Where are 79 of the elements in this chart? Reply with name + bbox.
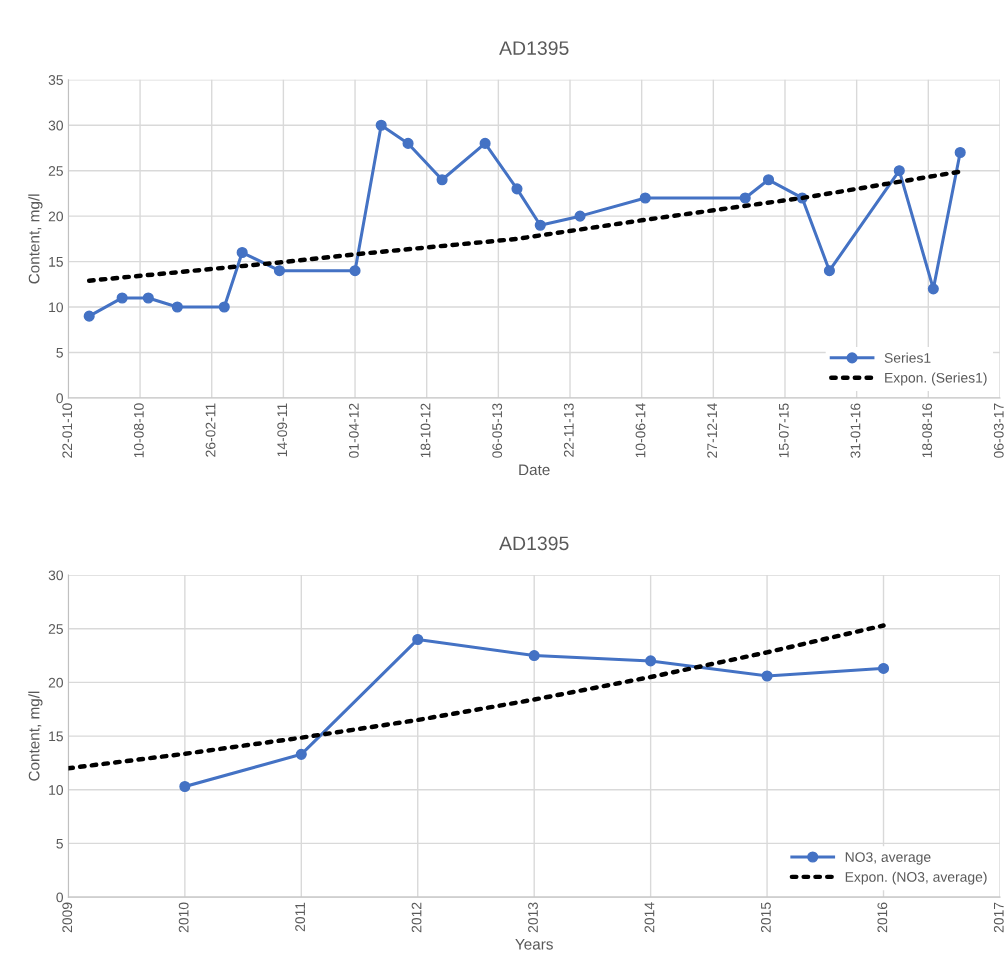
y-tick-label: 20 (48, 677, 64, 688)
y-tick-label: 30 (48, 120, 64, 131)
x-tick-label: 2009 (62, 902, 73, 933)
point (412, 633, 424, 646)
point (142, 292, 154, 304)
point (349, 265, 361, 277)
x-tick-label: 10-06-14 (635, 403, 646, 458)
x-tick-label: 2011 (295, 902, 306, 932)
point (273, 265, 285, 277)
x-tick-label: 27-12-14 (707, 403, 717, 458)
x-tick-label: 2010 (178, 902, 189, 933)
y-tick-label: 35 (48, 75, 63, 85)
point (116, 292, 128, 304)
y-tick-label: 5 (56, 838, 63, 849)
chart-title: AD1395 (499, 536, 569, 551)
x-tick-label: 22-11-13 (563, 403, 574, 457)
x-tick-label: 2013 (528, 902, 538, 933)
x-tick-label: 2012 (411, 902, 422, 933)
point (645, 655, 657, 667)
y-axis-title: Content, mg/l (28, 194, 43, 284)
y-tick-label: 5 (56, 347, 63, 358)
x-tick-label: 18-08-16 (922, 403, 933, 458)
point (83, 310, 95, 322)
y-tick-label: 15 (49, 257, 63, 267)
point (236, 246, 248, 259)
legend-label: Expon. (NO3, average) (845, 871, 987, 885)
x-tick-label: 2015 (760, 902, 771, 933)
point (762, 174, 775, 186)
point (179, 780, 191, 793)
legend-label: Expon. (Series1) (885, 372, 987, 386)
y-axis-title: Content, mg/l (28, 691, 43, 781)
point (823, 265, 835, 277)
y-tick-label: 10 (49, 302, 64, 313)
point (574, 210, 586, 222)
x-tick-label: 22-01-10 (62, 403, 73, 458)
point (534, 219, 546, 231)
point (479, 137, 491, 149)
x-tick-label: 06-03-17 (993, 403, 1004, 458)
legend-label: NO3, average (845, 852, 931, 865)
x-tick-label: 26-02-11 (205, 403, 216, 457)
point (761, 670, 773, 682)
point (171, 301, 183, 313)
x-axis-title: Years (515, 938, 553, 950)
x-tick-label: 2017 (993, 902, 1004, 933)
point (295, 748, 307, 760)
y-tick-label: 25 (48, 166, 63, 176)
x-tick-label: 14-09-11 (277, 403, 288, 457)
y-tick-label: 15 (49, 731, 63, 742)
y-tick-label: 10 (49, 785, 64, 795)
chart-title: AD1395 (499, 41, 569, 55)
point (639, 192, 651, 204)
y-tick-label: 25 (48, 624, 63, 634)
point (927, 283, 939, 295)
y-tick-label: 30 (48, 570, 64, 581)
point (739, 192, 751, 204)
x-axis-title: Date (519, 464, 550, 476)
x-tick-label: 2014 (644, 902, 655, 933)
point (436, 174, 448, 186)
y-tick-label: 0 (56, 892, 63, 903)
point (528, 650, 540, 662)
x-tick-label: 06-05-13 (492, 403, 503, 458)
point (511, 183, 523, 195)
point (375, 119, 387, 131)
x-tick-label: 31-01-16 (850, 403, 861, 458)
x-tick-label: 10-08-10 (133, 403, 144, 458)
x-tick-label: 18-10-12 (420, 403, 431, 458)
x-tick-label: 15-07-15 (778, 403, 789, 458)
y-tick-label: 0 (56, 393, 63, 404)
point (218, 301, 230, 313)
x-tick-label: 01-04-12 (348, 403, 359, 458)
point (893, 165, 905, 177)
y-tick-label: 20 (48, 211, 64, 222)
point (402, 137, 414, 149)
x-tick-label: 2016 (877, 902, 888, 933)
point (877, 662, 890, 674)
line-series (86, 169, 963, 283)
legend-label: Series1 (884, 352, 931, 363)
point (954, 146, 966, 159)
line-series (68, 623, 886, 771)
